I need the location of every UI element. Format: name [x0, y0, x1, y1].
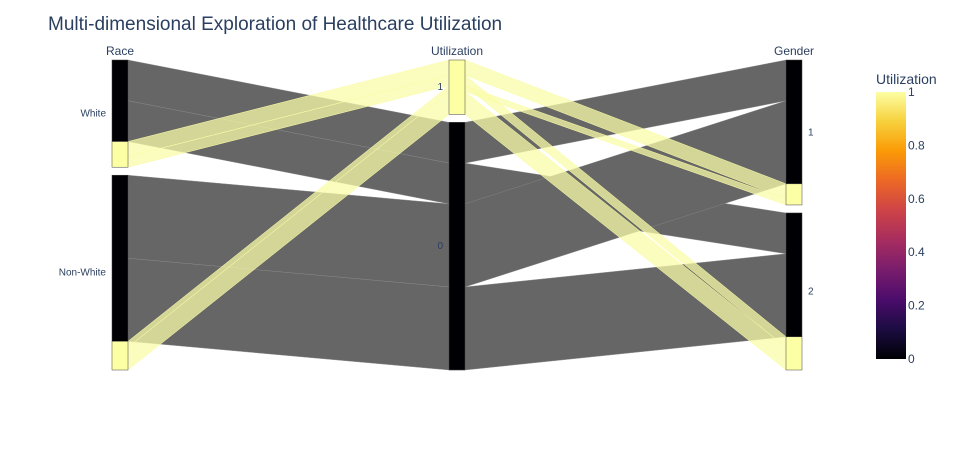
- colorbar-tick-label: 0.2: [908, 299, 925, 313]
- dimension-label: Utilization: [431, 44, 483, 58]
- category-bar-segment-util-1[interactable]: [785, 183, 803, 206]
- colorbar-tick-label: 1: [908, 85, 915, 99]
- category-bar-segment-util-0[interactable]: [448, 122, 466, 371]
- category-label: 2: [808, 286, 814, 297]
- labels-layer: Race White Non-White Utilization 1 0 Gender 1 2: [59, 44, 814, 297]
- dimension-label: Race: [106, 44, 134, 58]
- category-bar-segment-util-1[interactable]: [785, 336, 803, 371]
- category-label: Non-White: [59, 268, 107, 279]
- category-label: 1: [808, 127, 814, 138]
- colorbar: Utilization 0 0.2 0.4 0.6 0.8 1: [876, 71, 937, 366]
- dimension-label: Gender: [774, 44, 814, 58]
- category-label: 1: [437, 82, 443, 93]
- category-bar-segment-util-0[interactable]: [785, 212, 803, 338]
- category-label: 0: [437, 241, 443, 252]
- category-bar-segment-util-1[interactable]: [111, 141, 129, 168]
- colorbar-title: Utilization: [876, 71, 937, 87]
- colorbar-gradient: [876, 92, 906, 359]
- category-bar-segment-util-0[interactable]: [111, 59, 129, 142]
- category-bar-segment-util-1[interactable]: [448, 59, 466, 115]
- colorbar-tick-label: 0.4: [908, 245, 925, 259]
- category-bar-segment-util-0[interactable]: [785, 59, 803, 185]
- bars-layer: [111, 59, 803, 371]
- colorbar-tick-label: 0.8: [908, 138, 925, 152]
- category-bar-segment-util-0[interactable]: [111, 174, 129, 342]
- colorbar-ticks: 0 0.2 0.4 0.6 0.8 1: [908, 85, 925, 366]
- colorbar-tick-label: 0: [908, 352, 915, 366]
- colorbar-tick-label: 0.6: [908, 192, 925, 206]
- category-label: White: [80, 109, 106, 120]
- chart-title: Multi-dimensional Exploration of Healthc…: [48, 14, 502, 35]
- category-bar-segment-util-1[interactable]: [111, 341, 129, 371]
